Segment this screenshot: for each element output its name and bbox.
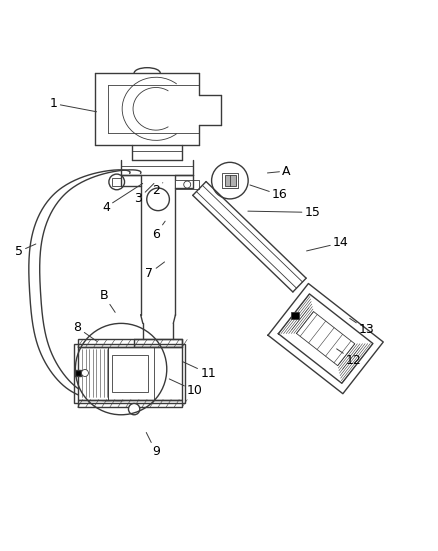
- Circle shape: [184, 181, 191, 188]
- Text: 10: 10: [170, 379, 203, 397]
- Text: A: A: [268, 165, 291, 177]
- Text: 6: 6: [152, 221, 165, 241]
- Text: 8: 8: [74, 321, 97, 342]
- Bar: [78, 339, 182, 347]
- Bar: [225, 175, 236, 186]
- Circle shape: [147, 188, 170, 210]
- Text: 15: 15: [248, 206, 321, 219]
- Text: 7: 7: [145, 262, 165, 280]
- Text: 14: 14: [307, 236, 349, 251]
- Bar: [78, 347, 182, 399]
- Circle shape: [81, 370, 88, 376]
- Circle shape: [212, 163, 248, 199]
- Text: 12: 12: [337, 349, 362, 367]
- Bar: [112, 355, 148, 392]
- Text: 13: 13: [350, 318, 375, 337]
- Text: 16: 16: [250, 185, 288, 202]
- Text: 1: 1: [49, 97, 97, 112]
- Bar: [78, 399, 182, 407]
- Bar: [74, 370, 81, 376]
- Bar: [78, 347, 108, 399]
- Text: 3: 3: [134, 183, 154, 206]
- Bar: [291, 311, 299, 320]
- Text: 9: 9: [146, 433, 160, 458]
- Circle shape: [109, 174, 124, 190]
- Bar: [176, 180, 199, 190]
- Text: B: B: [99, 289, 115, 312]
- Bar: [222, 173, 238, 188]
- Bar: [113, 178, 121, 186]
- Text: 4: 4: [102, 183, 143, 214]
- Circle shape: [128, 403, 140, 415]
- Text: 5: 5: [15, 244, 36, 258]
- Bar: [74, 344, 185, 403]
- Text: 2: 2: [152, 183, 163, 197]
- Text: 11: 11: [182, 361, 216, 380]
